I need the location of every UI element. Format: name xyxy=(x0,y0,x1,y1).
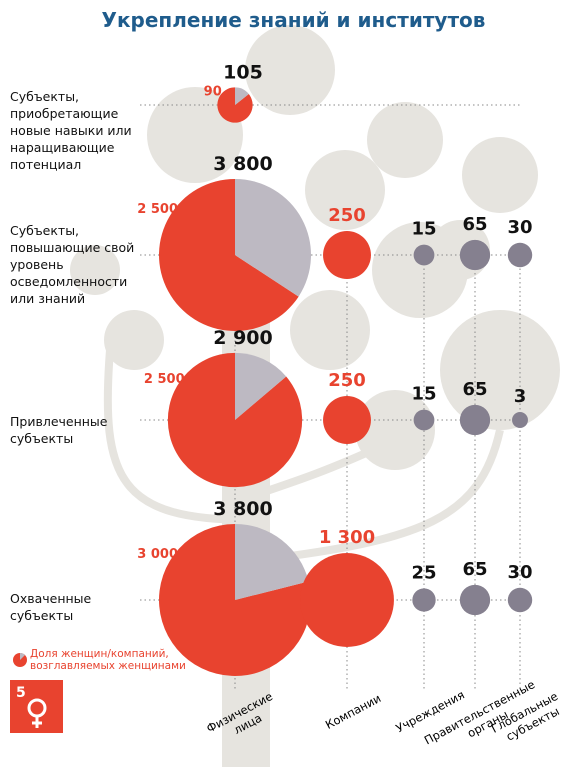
women-label: 2 500 xyxy=(137,202,178,217)
bubble xyxy=(512,412,528,428)
value-label: 65 xyxy=(462,559,487,580)
value-label: 30 xyxy=(507,562,532,583)
total-label: 2 900 xyxy=(213,327,273,349)
svg-text:5: 5 xyxy=(16,685,26,701)
bubble xyxy=(460,240,490,270)
page: {"chart_data":{"type":"pie-matrix","titl… xyxy=(0,0,587,767)
women-label: 90 xyxy=(204,84,222,99)
value-label: 65 xyxy=(462,214,487,235)
sdg-icon: 5 xyxy=(10,680,63,733)
legend-text: Доля женщин/компаний, возглавляемых женщ… xyxy=(30,648,200,672)
legend-icon xyxy=(13,653,27,667)
total-label: 3 800 xyxy=(213,498,273,520)
bubble xyxy=(460,405,490,435)
total-label: 3 800 xyxy=(213,153,273,175)
total-label: 105 xyxy=(223,61,263,83)
women-label: 3 000 xyxy=(137,547,178,562)
row-label: Субъекты, приобретающие новые навыки или… xyxy=(10,88,145,173)
bubble xyxy=(508,588,532,612)
bubble xyxy=(414,245,435,266)
bubble xyxy=(460,585,490,615)
bubble xyxy=(414,410,435,431)
value-label: 30 xyxy=(507,217,532,238)
value-label: 15 xyxy=(411,219,436,240)
value-label: 1 300 xyxy=(319,527,375,548)
value-label: 25 xyxy=(411,562,436,583)
bubble xyxy=(300,553,394,647)
women-label: 2 500 xyxy=(144,372,185,387)
row-label: Охваченные субъекты xyxy=(10,590,145,624)
column-label: Компании xyxy=(323,691,383,732)
row-label: Привлеченные субъекты xyxy=(10,413,145,447)
value-label: 15 xyxy=(411,384,436,405)
value-label: 250 xyxy=(328,370,366,391)
value-label: 250 xyxy=(328,205,366,226)
title: Укрепление знаний и институтов xyxy=(0,8,587,32)
bubble xyxy=(412,588,435,611)
bubble xyxy=(323,231,371,279)
value-label: 65 xyxy=(462,379,487,400)
row-label: Субъекты, повышающие свой уровень осведо… xyxy=(10,222,145,307)
value-label: 3 xyxy=(514,386,527,407)
bubble xyxy=(508,243,532,267)
bubble xyxy=(323,396,371,444)
